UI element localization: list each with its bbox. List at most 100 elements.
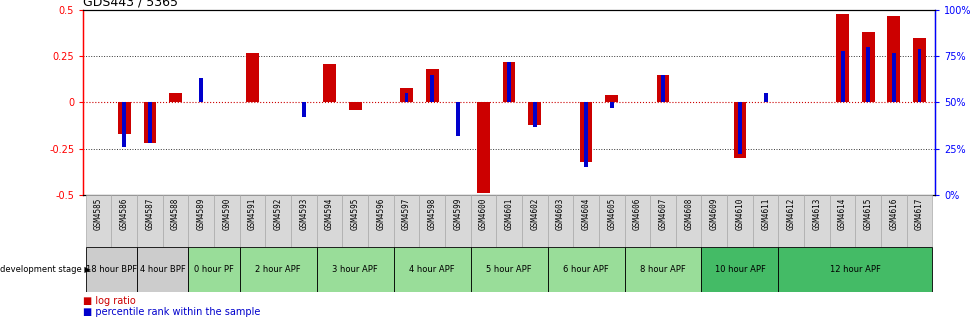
Text: GSM4608: GSM4608 <box>684 198 692 230</box>
Bar <box>701 247 778 292</box>
Bar <box>866 47 869 102</box>
Text: GSM4601: GSM4601 <box>504 198 513 230</box>
Text: GSM4587: GSM4587 <box>146 198 155 230</box>
Bar <box>855 195 880 247</box>
Bar <box>419 195 444 247</box>
Bar <box>579 102 592 162</box>
Bar <box>301 102 305 117</box>
Bar <box>316 195 342 247</box>
Bar <box>624 247 701 292</box>
Text: GSM4609: GSM4609 <box>709 198 718 230</box>
Bar <box>528 102 541 125</box>
Bar <box>752 195 778 247</box>
Bar <box>502 62 515 102</box>
Bar <box>429 75 433 102</box>
Text: GSM4604: GSM4604 <box>581 198 590 230</box>
Text: GSM4589: GSM4589 <box>197 198 205 230</box>
Bar <box>122 102 126 147</box>
Text: GSM4599: GSM4599 <box>453 198 462 230</box>
Bar <box>169 93 182 102</box>
Bar <box>573 195 599 247</box>
Bar <box>835 14 848 102</box>
Text: GSM4594: GSM4594 <box>325 198 333 230</box>
Bar <box>470 195 496 247</box>
Text: GSM4600: GSM4600 <box>478 198 487 230</box>
Text: 3 hour APF: 3 hour APF <box>332 265 378 274</box>
Text: GSM4591: GSM4591 <box>247 198 257 230</box>
Bar <box>188 247 240 292</box>
Bar <box>906 195 931 247</box>
Bar <box>656 75 669 102</box>
Bar <box>737 102 741 154</box>
Bar <box>245 53 259 102</box>
Bar <box>137 247 188 292</box>
Bar <box>444 195 470 247</box>
Bar <box>425 69 438 102</box>
Bar <box>400 88 413 102</box>
Bar <box>521 195 547 247</box>
Text: ■ log ratio: ■ log ratio <box>83 296 136 306</box>
Bar <box>117 102 130 134</box>
Bar <box>137 195 162 247</box>
Bar <box>547 247 624 292</box>
Text: ■ percentile rank within the sample: ■ percentile rank within the sample <box>83 307 260 318</box>
Text: development stage ▶: development stage ▶ <box>0 265 91 274</box>
Bar <box>214 195 240 247</box>
Bar <box>342 195 368 247</box>
Bar <box>727 195 752 247</box>
Bar <box>316 247 393 292</box>
Bar <box>733 102 745 158</box>
Text: GSM4597: GSM4597 <box>402 198 411 230</box>
Text: GSM4598: GSM4598 <box>427 198 436 230</box>
Bar <box>162 195 188 247</box>
Bar <box>393 195 419 247</box>
Text: GSM4585: GSM4585 <box>94 198 103 230</box>
Bar <box>609 102 613 108</box>
Bar <box>368 195 393 247</box>
Text: GSM4617: GSM4617 <box>914 198 923 230</box>
Bar <box>148 102 152 143</box>
Bar <box>916 49 920 102</box>
Bar <box>912 38 925 102</box>
Bar <box>599 195 624 247</box>
Text: GSM4613: GSM4613 <box>812 198 821 230</box>
Text: 18 hour BPF: 18 hour BPF <box>86 265 137 274</box>
Text: 12 hour APF: 12 hour APF <box>829 265 880 274</box>
Text: 8 hour APF: 8 hour APF <box>640 265 686 274</box>
Bar <box>701 195 727 247</box>
Bar <box>584 102 588 167</box>
Text: 0 hour PF: 0 hour PF <box>194 265 234 274</box>
Bar <box>604 95 617 102</box>
Bar <box>829 195 855 247</box>
Bar <box>778 247 931 292</box>
Text: 2 hour APF: 2 hour APF <box>255 265 300 274</box>
Bar <box>803 195 829 247</box>
Text: GSM4593: GSM4593 <box>299 198 308 230</box>
Text: GSM4610: GSM4610 <box>734 198 743 230</box>
Bar <box>86 247 137 292</box>
Text: GSM4603: GSM4603 <box>556 198 564 230</box>
Text: GSM4596: GSM4596 <box>376 198 385 230</box>
Text: GSM4605: GSM4605 <box>606 198 615 230</box>
Bar <box>532 102 536 127</box>
Text: GSM4606: GSM4606 <box>632 198 642 230</box>
Bar <box>144 102 156 143</box>
Bar <box>200 79 203 102</box>
Bar <box>763 93 767 102</box>
Text: GSM4607: GSM4607 <box>658 198 667 230</box>
Text: 10 hour APF: 10 hour APF <box>714 265 765 274</box>
Bar <box>675 195 701 247</box>
Bar <box>393 247 470 292</box>
Text: GSM4590: GSM4590 <box>222 198 231 230</box>
Bar <box>891 53 895 102</box>
Text: GSM4611: GSM4611 <box>760 198 770 230</box>
Text: GSM4595: GSM4595 <box>350 198 359 230</box>
Bar <box>649 195 675 247</box>
Bar <box>660 75 664 102</box>
Bar <box>240 247 316 292</box>
Text: 6 hour APF: 6 hour APF <box>562 265 608 274</box>
Bar <box>887 16 900 102</box>
Text: GSM4614: GSM4614 <box>837 198 846 230</box>
Bar <box>111 195 137 247</box>
Bar <box>496 195 521 247</box>
